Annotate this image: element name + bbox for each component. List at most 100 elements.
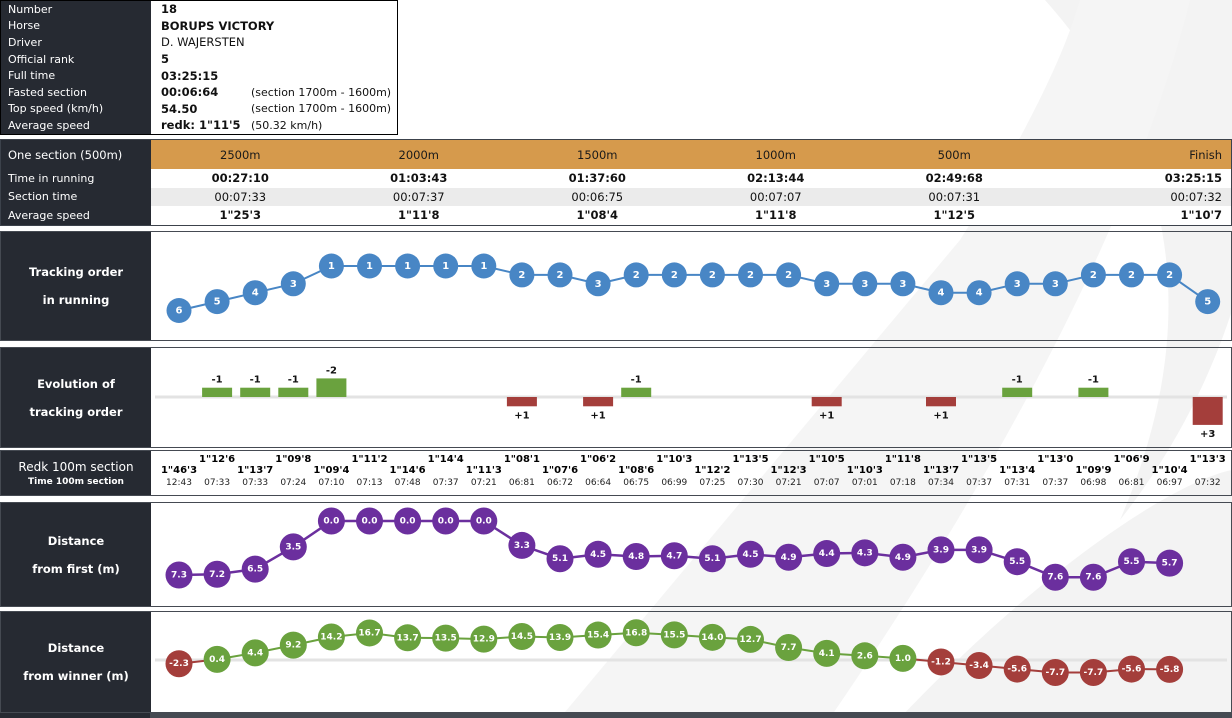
tracking-point [661, 262, 687, 288]
distance-first-value: 4.7 [666, 551, 682, 561]
time-100m-value: 06:81 [508, 478, 535, 488]
distance-winner-point [965, 652, 993, 680]
distance-winner-value: 16.7 [358, 628, 380, 638]
tracking-point-value: 3 [1014, 279, 1021, 290]
distance-winner-point [203, 645, 231, 673]
tracking-point [1004, 271, 1030, 297]
tracking-point [585, 271, 611, 297]
time-100m-value: 06:64 [585, 478, 612, 488]
section-table-cell: 00:06:75 [571, 189, 624, 204]
evolution-bar [1192, 397, 1223, 425]
distance-first-value: 4.5 [743, 550, 759, 560]
distance-winner-point [622, 619, 650, 647]
evolution-bar [811, 397, 842, 407]
distance-first-value: 0.0 [400, 517, 416, 527]
distance-winner-value: 14.0 [701, 633, 723, 643]
horse-info-rows: Number 18 Horse BORUPS VICTORY Driver D. WAJE… [1, 1, 397, 134]
tracking-point [814, 271, 840, 297]
redk-100m-value: 1"13'5 [732, 454, 769, 465]
distance-first-point [1003, 548, 1031, 576]
distance-winner-value: 2.6 [857, 651, 873, 661]
tracking-point [280, 271, 306, 297]
info-row-value: 18 [161, 2, 178, 17]
tracking-point [242, 280, 268, 306]
distance-winner-point [432, 624, 460, 652]
tracking-point-value: 3 [1052, 279, 1059, 290]
distance-winner-value: 4.4 [247, 648, 263, 658]
time-100m-value: 12:43 [166, 478, 192, 488]
distance-winner-value: -5.8 [1160, 665, 1180, 675]
tracking-point-value: 2 [747, 270, 754, 281]
info-row-value: 5 [161, 52, 170, 67]
distance-first-point [470, 507, 498, 535]
distance-first-point [584, 540, 612, 568]
evolution-bar-label: +1 [933, 410, 948, 421]
tracking-label-line1: Tracking order [28, 265, 124, 279]
evolution-bar [621, 387, 652, 397]
distance-winner-value: 13.9 [549, 633, 571, 643]
redk-100m-value: 1"46'3 [160, 465, 198, 476]
time-100m-value: 07:31 [1004, 478, 1031, 488]
section-500m-table: One section (500m) Time in running Secti… [0, 139, 1232, 226]
distance-first-point [356, 507, 383, 535]
distance-winner-point [737, 625, 764, 653]
info-row-label: Driver [1, 34, 151, 51]
tracking-point [1119, 262, 1144, 288]
section-table-cell: 00:07:37 [392, 189, 445, 204]
time-100m-value: 07:32 [1194, 478, 1221, 488]
redk-100m-value: 1"11'3 [465, 465, 502, 476]
time-100m-value: 07:21 [470, 478, 497, 488]
tracking-point-value: 4 [252, 288, 259, 299]
distance-first-point [775, 543, 803, 571]
tracking-point [966, 280, 992, 306]
distance-winner-value: 7.7 [781, 643, 797, 653]
time-100m-value: 07:48 [394, 478, 421, 488]
section-table-cell: 00:07:31 [928, 189, 981, 204]
distance-winner-value: 0.4 [209, 655, 225, 665]
distance-first-value: 4.3 [857, 548, 873, 558]
distance-winner-point [1118, 655, 1145, 683]
info-row: Driver D. WAJERSTEN [1, 34, 397, 51]
tracking-point-value: 2 [1090, 270, 1097, 281]
time-100m-value: 07:37 [966, 478, 993, 488]
evolution-bar [316, 378, 347, 397]
redk-100m-value: 1"12'6 [199, 454, 236, 465]
section-table-cell: 02:13:44 [747, 171, 805, 186]
tracking-point [1195, 289, 1221, 315]
info-row: Number 18 [1, 1, 397, 18]
tracking-point [890, 271, 916, 297]
time-100m-value: 07:24 [280, 478, 307, 488]
distance-first-value: 4.8 [628, 552, 644, 562]
distance-winner-point [1041, 658, 1069, 686]
info-row: Fasted section 00:06:64 (section 1700m - 1… [1, 83, 397, 101]
redk-100m-value: 1"12'2 [694, 465, 731, 476]
distance-from-first-panel: Distance from first (m) 7.3 7.2 6.5 3.5 0.0 0… [0, 502, 1232, 607]
tracking-point-value: 2 [785, 270, 792, 281]
tracking-order-svg: 6 5 4 3 1 1 1 1 1 2 2 3 2 2 2 2 2 3 3 3 4 4 3 3 2 2 2 5 [166, 253, 1221, 323]
tracking-point-value: 2 [1166, 270, 1173, 281]
info-row-value: BORUPS VICTORY [161, 18, 275, 33]
distance-first-point [813, 540, 841, 568]
evolution-bar [1078, 387, 1109, 397]
tracking-point-value: 2 [518, 270, 525, 281]
distance-winner-value: 15.5 [663, 630, 685, 640]
column-header: 1500m [577, 147, 618, 162]
redk-100m-value: 1"11'8 [884, 454, 921, 465]
redk-100m-label: Redk 100m section [18, 459, 134, 474]
redk-100m-value: 1"13'7 [237, 465, 274, 476]
evolution-bar-label: -1 [631, 375, 642, 386]
distance-first-value: 4.9 [781, 553, 797, 563]
distance-winner-value: 15.4 [587, 631, 609, 641]
distance-winner-point [889, 644, 917, 672]
info-row-value: redk: 1"11'5 [161, 118, 241, 133]
distance-winner-point [1003, 655, 1031, 683]
section-table-body: 2500m 2000m 1500m 1000m 500m Finish 00:27:10 0… [151, 140, 1231, 225]
section-table-row: 00:27:10 01:03:43 01:37:60 02:13:44 02:49:68… [151, 169, 1231, 188]
tracking-point [699, 262, 725, 288]
distance-winner-value: 13.7 [396, 633, 418, 643]
tracking-point-value: 1 [480, 261, 487, 272]
distance-winner-point [1079, 658, 1107, 686]
time-100m-value: 07:37 [432, 478, 459, 488]
distance-winner-value: -5.6 [1007, 665, 1027, 675]
distance-winner-point [927, 648, 955, 676]
